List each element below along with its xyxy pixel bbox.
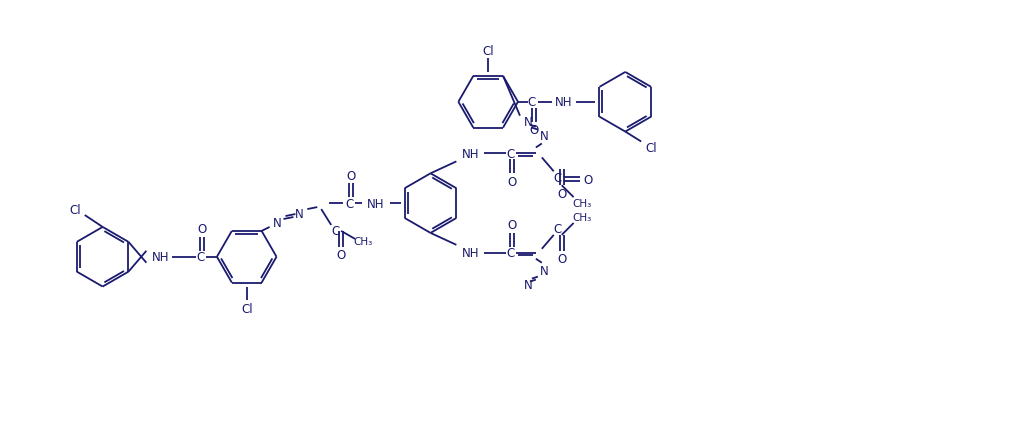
Text: N: N — [524, 116, 532, 129]
Text: C: C — [196, 251, 204, 263]
Text: O: O — [557, 187, 566, 200]
Text: O: O — [582, 173, 592, 186]
Text: N: N — [524, 279, 532, 291]
Text: N: N — [539, 130, 548, 143]
Text: NH: NH — [462, 148, 480, 161]
Text: NH: NH — [367, 197, 385, 210]
Text: C: C — [554, 171, 562, 184]
Text: NH: NH — [555, 96, 572, 109]
Text: NH: NH — [462, 247, 480, 260]
Text: N: N — [273, 217, 282, 230]
Text: Cl: Cl — [69, 203, 80, 216]
Text: C: C — [331, 225, 340, 238]
Text: CH₃: CH₃ — [353, 237, 372, 247]
Text: C: C — [506, 247, 514, 260]
Text: Cl: Cl — [241, 302, 252, 315]
Text: N: N — [295, 207, 304, 220]
Text: Cl: Cl — [645, 141, 657, 155]
Text: O: O — [529, 124, 538, 137]
Text: NH: NH — [151, 251, 169, 263]
Text: C: C — [506, 148, 514, 161]
Text: C: C — [528, 96, 536, 109]
Text: O: O — [347, 169, 356, 182]
Text: O: O — [336, 249, 346, 262]
Text: O: O — [557, 253, 566, 266]
Text: O: O — [507, 175, 517, 188]
Text: CH₃: CH₃ — [572, 213, 592, 223]
Text: CH₃: CH₃ — [572, 199, 592, 209]
Text: C: C — [345, 197, 353, 210]
Text: O: O — [507, 219, 517, 232]
Text: Cl: Cl — [483, 45, 494, 57]
Text: O: O — [198, 223, 207, 236]
Text: C: C — [554, 223, 562, 236]
Text: N: N — [539, 265, 548, 277]
